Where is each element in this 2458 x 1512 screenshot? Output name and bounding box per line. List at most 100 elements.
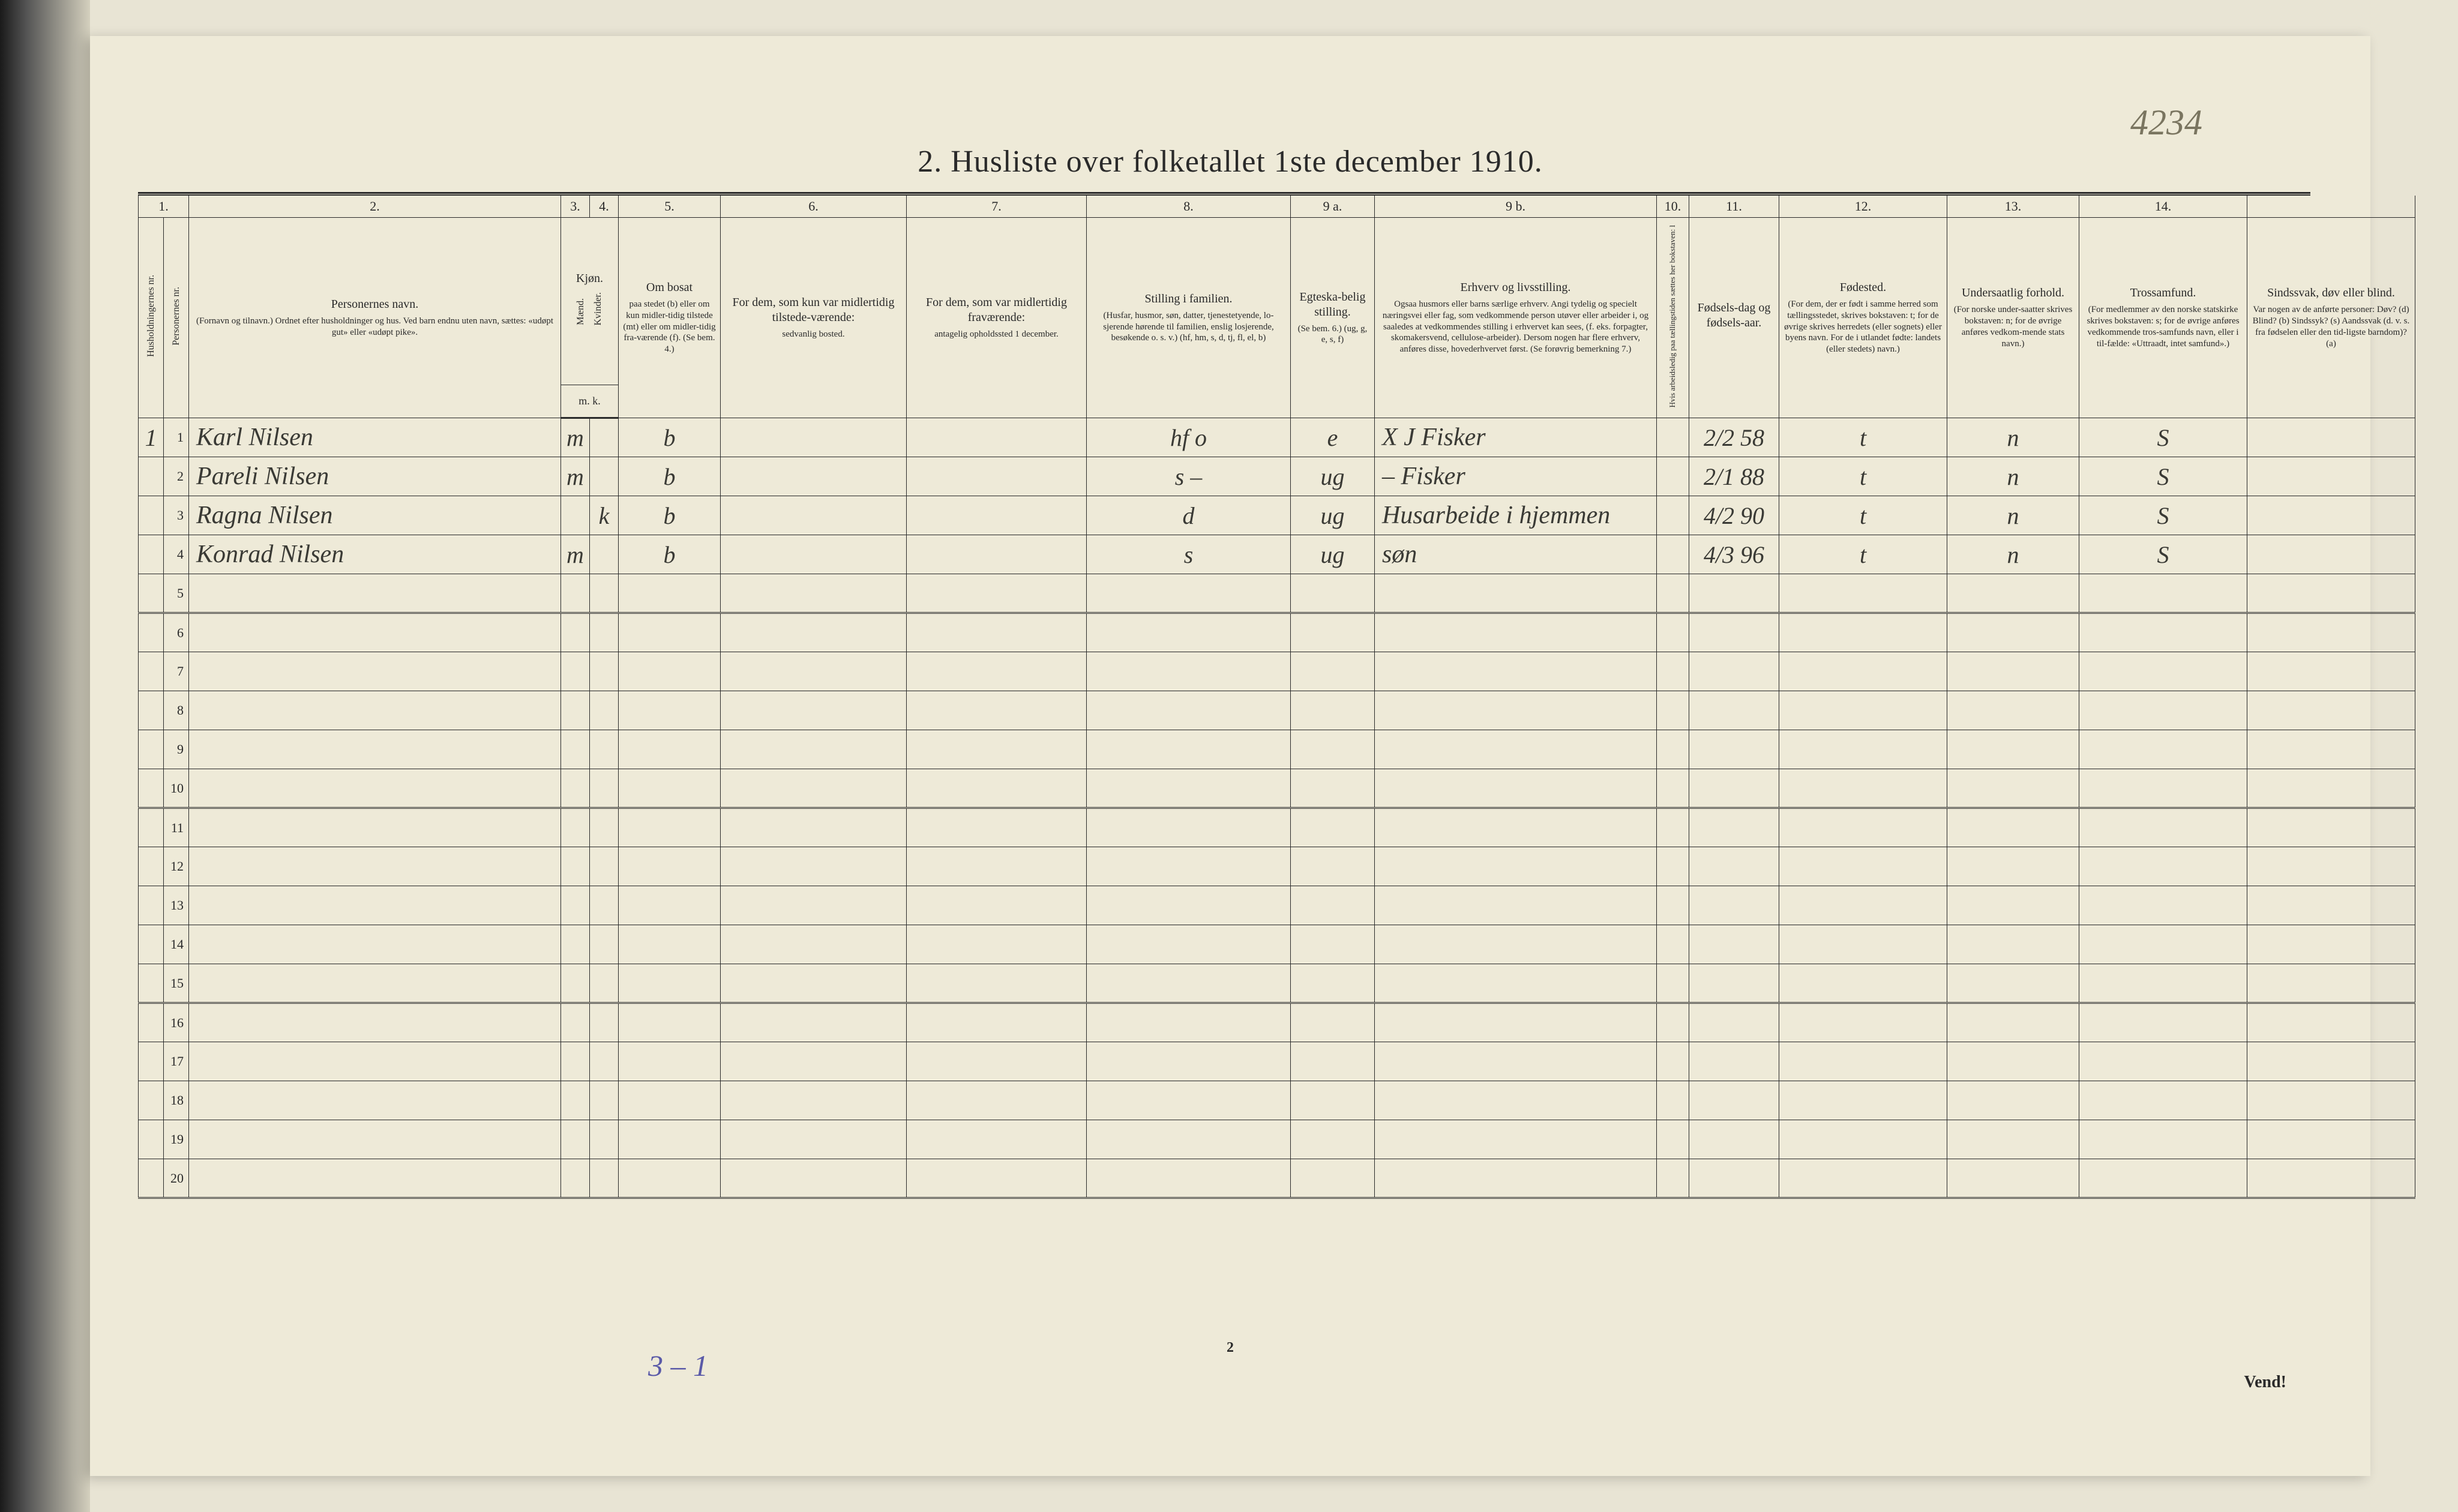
cell-person-nr: 7 bbox=[164, 652, 189, 691]
cell-person-nr: 5 bbox=[164, 574, 189, 613]
cell-blank bbox=[590, 925, 619, 964]
cell-blank bbox=[1291, 847, 1375, 886]
cell-person-nr: 11 bbox=[164, 808, 189, 847]
cell-blank bbox=[561, 574, 590, 613]
cell-blank bbox=[1689, 613, 1779, 652]
cell-blank bbox=[1291, 613, 1375, 652]
cell-trossamfund: S bbox=[2079, 457, 2247, 496]
cell-fam-stilling: d bbox=[1087, 496, 1291, 535]
cell-blank bbox=[1375, 847, 1657, 886]
cell-person-nr: 3 bbox=[164, 496, 189, 535]
cell-arbeidsledig bbox=[1657, 418, 1689, 457]
cell-blank bbox=[1657, 1081, 1689, 1120]
cell-blank bbox=[561, 613, 590, 652]
cell-blank bbox=[189, 808, 561, 847]
cell-blank bbox=[1087, 1120, 1291, 1159]
cell-blank bbox=[1657, 730, 1689, 769]
cell-blank bbox=[619, 925, 721, 964]
cell-blank bbox=[1689, 1003, 1779, 1042]
cell-blank bbox=[2079, 730, 2247, 769]
cell-sex-k bbox=[590, 457, 619, 496]
cell-hh-nr bbox=[139, 847, 164, 886]
cell-blank bbox=[1375, 925, 1657, 964]
cell-blank bbox=[189, 1042, 561, 1081]
cell-blank bbox=[590, 1081, 619, 1120]
cell-blank bbox=[1291, 730, 1375, 769]
cell-blank bbox=[1657, 1159, 1689, 1198]
table-row: 6 bbox=[139, 613, 2415, 652]
cell-blank bbox=[1087, 574, 1291, 613]
cell-blank bbox=[189, 652, 561, 691]
cell-blank bbox=[721, 652, 907, 691]
cell-blank bbox=[1689, 1120, 1779, 1159]
census-page: 4234 2. Husliste over folketallet 1ste d… bbox=[90, 36, 2370, 1476]
cell-blank bbox=[561, 652, 590, 691]
header-fodested: Fødested. (For dem, der er født i samme … bbox=[1779, 217, 1947, 418]
cell-blank bbox=[619, 964, 721, 1003]
colnum-13: 13. bbox=[1947, 196, 2079, 217]
cell-blank bbox=[619, 1159, 721, 1198]
table-row: 20 bbox=[139, 1159, 2415, 1198]
cell-blank bbox=[1947, 1159, 2079, 1198]
cell-blank bbox=[619, 769, 721, 808]
cell-blank bbox=[1779, 808, 1947, 847]
cell-blank bbox=[1291, 1120, 1375, 1159]
subheader-mk: m. k. bbox=[561, 385, 619, 418]
cell-blank bbox=[1087, 847, 1291, 886]
page-number-handwritten: 4234 bbox=[2130, 102, 2202, 143]
cell-blank bbox=[907, 730, 1087, 769]
header-kjon: Kjøn. Mænd. Kvinder. bbox=[561, 217, 619, 385]
cell-blank bbox=[1291, 886, 1375, 925]
cell-blank bbox=[189, 886, 561, 925]
cell-blank bbox=[1291, 574, 1375, 613]
cell-bosat: b bbox=[619, 418, 721, 457]
cell-person-nr: 19 bbox=[164, 1120, 189, 1159]
colnum-8: 9 a. bbox=[1291, 196, 1375, 217]
cell-blank bbox=[907, 1003, 1087, 1042]
cell-blank bbox=[1947, 886, 2079, 925]
cell-blank bbox=[721, 847, 907, 886]
cell-blank bbox=[1779, 1120, 1947, 1159]
census-table-wrap: 1. 2. 3. 4. 5. 6. 7. 8. 9 a. 9 b. 10. 11… bbox=[138, 196, 2310, 1199]
table-row: 9 bbox=[139, 730, 2415, 769]
header-fodsel: Fødsels-dag og fødsels-aar. bbox=[1689, 217, 1779, 418]
cell-blank bbox=[1779, 652, 1947, 691]
cell-hh-nr bbox=[139, 730, 164, 769]
census-tbody: 11Karl Nilsenmbhf oeX J Fisker2/2 58tnS2… bbox=[139, 418, 2415, 1198]
cell-blank bbox=[1291, 808, 1375, 847]
cell-blank bbox=[619, 574, 721, 613]
cell-blank bbox=[907, 808, 1087, 847]
cell-blank bbox=[189, 1081, 561, 1120]
cell-blank bbox=[189, 964, 561, 1003]
cell-blank bbox=[907, 1081, 1087, 1120]
cell-blank bbox=[1087, 1081, 1291, 1120]
cell-blank bbox=[561, 925, 590, 964]
cell-blank bbox=[1657, 769, 1689, 808]
cell-blank bbox=[189, 847, 561, 886]
header-egteskab: Egteska-belig stilling. (Se bem. 6.) (ug… bbox=[1291, 217, 1375, 418]
cell-blank bbox=[1947, 1042, 2079, 1081]
cell-trossamfund: S bbox=[2079, 496, 2247, 535]
cell-blank bbox=[2079, 1081, 2247, 1120]
table-row: 4Konrad Nilsenmbsugsøn4/3 96tnS bbox=[139, 535, 2415, 574]
cell-blank bbox=[1689, 925, 1779, 964]
cell-blank bbox=[721, 1159, 907, 1198]
cell-blank bbox=[561, 964, 590, 1003]
cell-blank bbox=[1657, 808, 1689, 847]
cell-blank bbox=[619, 1081, 721, 1120]
cell-fodselsdato: 2/2 58 bbox=[1689, 418, 1779, 457]
cell-fodested: t bbox=[1779, 418, 1947, 457]
cell-blank bbox=[2079, 1159, 2247, 1198]
colnum-9a: 9 b. bbox=[1375, 196, 1657, 217]
cell-blank bbox=[590, 808, 619, 847]
cell-blank bbox=[619, 886, 721, 925]
cell-blank bbox=[2247, 691, 2415, 730]
cell-blank bbox=[1375, 886, 1657, 925]
table-row: 11Karl Nilsenmbhf oeX J Fisker2/2 58tnS bbox=[139, 418, 2415, 457]
cell-blank bbox=[1657, 1042, 1689, 1081]
cell-blank bbox=[2247, 730, 2415, 769]
cell-blank bbox=[619, 652, 721, 691]
cell-name: Pareli Nilsen bbox=[189, 457, 561, 496]
cell-blank bbox=[1087, 652, 1291, 691]
cell-blank bbox=[2079, 1042, 2247, 1081]
